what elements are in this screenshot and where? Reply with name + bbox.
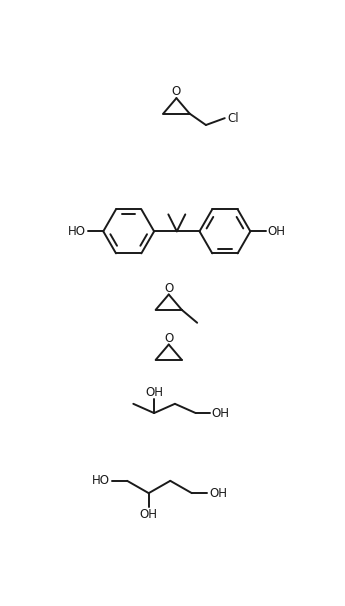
Text: HO: HO (92, 474, 110, 487)
Text: HO: HO (68, 225, 86, 238)
Text: O: O (164, 282, 173, 295)
Text: OH: OH (209, 487, 227, 499)
Text: OH: OH (145, 386, 163, 399)
Text: OH: OH (211, 407, 229, 419)
Text: OH: OH (267, 225, 286, 238)
Text: Cl: Cl (227, 112, 239, 125)
Text: O: O (172, 85, 181, 98)
Text: OH: OH (140, 508, 158, 521)
Text: O: O (164, 332, 173, 345)
